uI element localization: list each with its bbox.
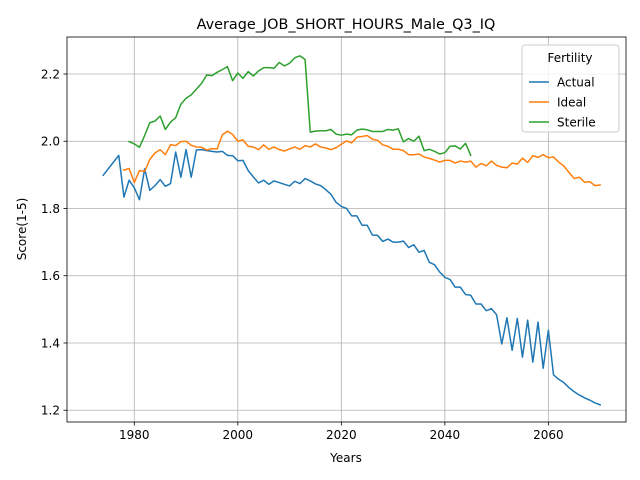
y-tick-label: 1.2 (41, 404, 60, 418)
x-tick-label: 2060 (533, 428, 564, 442)
legend-entries: Actual Ideal Sterile (529, 75, 596, 129)
x-axis-label: Years (329, 451, 362, 465)
x-tick-label: 1980 (119, 428, 150, 442)
x-tick-label: 2020 (326, 428, 357, 442)
legend: Fertility Actual Ideal Sterile (521, 44, 620, 133)
axis-ticks: 1980 2000 2020 2040 2060 1.2 1.4 1.6 1.8 2.0 2.2 (41, 67, 564, 442)
series-lines (102, 55, 602, 406)
y-axis-label: Score(1-5) (15, 198, 29, 261)
x-tick-label: 2040 (430, 428, 461, 442)
legend-box (521, 44, 620, 133)
legend-label-actual: Actual (557, 75, 595, 89)
y-tick-label: 1.4 (41, 336, 60, 350)
legend-title: Fertility (547, 51, 592, 65)
plot-frame (66, 36, 627, 423)
legend-label-ideal: Ideal (557, 95, 586, 109)
series-line-sterile (128, 55, 472, 157)
y-tick-label: 1.6 (41, 269, 60, 283)
x-tick-label: 2000 (223, 428, 254, 442)
series-line-actual (102, 148, 602, 406)
legend-label-sterile: Sterile (557, 115, 596, 129)
y-tick-label: 2.2 (41, 67, 60, 81)
series-line-ideal (122, 130, 601, 187)
chart-title: Average_JOB_SHORT_HOURS_Male_Q3_IQ (197, 17, 496, 33)
y-tick-label: 2.0 (41, 135, 60, 149)
y-tick-label: 1.8 (41, 202, 60, 216)
